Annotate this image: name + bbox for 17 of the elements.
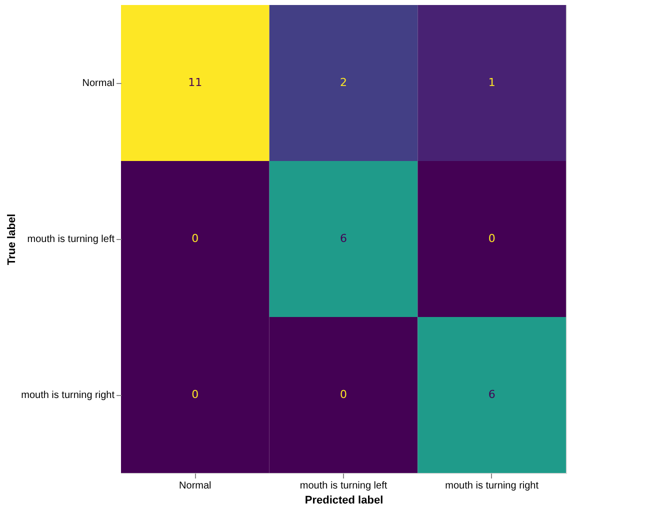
x-tick-label: mouth is turning right bbox=[445, 480, 539, 492]
x-axis-title: Predicted label bbox=[304, 494, 384, 506]
data-label: 6 bbox=[488, 388, 496, 401]
data-label: 0 bbox=[488, 232, 496, 245]
y-axis-title: True label bbox=[6, 214, 18, 266]
data-label: 0 bbox=[192, 232, 199, 245]
data-label: 0 bbox=[192, 388, 199, 401]
x-tick-label: mouth is turning left bbox=[300, 480, 388, 492]
data-label: 1 bbox=[488, 76, 496, 89]
x-tick-label: Normal bbox=[179, 480, 212, 492]
data-label: 11 bbox=[188, 76, 202, 89]
y-tick-label: Normal bbox=[82, 78, 114, 89]
data-label: 0 bbox=[340, 388, 347, 401]
data-label: 6 bbox=[340, 232, 347, 245]
y-tick-label: mouth is turning right bbox=[21, 390, 115, 401]
data-label: 2 bbox=[340, 76, 347, 89]
y-tick-label: mouth is turning left bbox=[27, 234, 115, 245]
